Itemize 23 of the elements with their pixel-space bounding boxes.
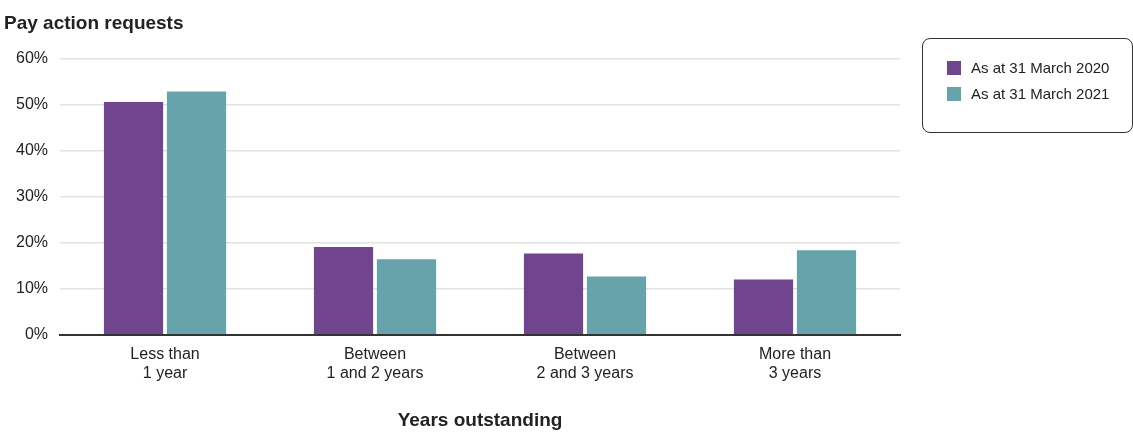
y-tick-label: 60% bbox=[15, 49, 49, 67]
y-tick-label: 50% bbox=[15, 95, 49, 113]
x-tick-label: Less than 1 year bbox=[130, 344, 200, 382]
x-tick-label: Between 1 and 2 years bbox=[326, 344, 424, 382]
bar bbox=[376, 259, 437, 335]
x-tick-label: Between 2 and 3 years bbox=[536, 344, 634, 382]
y-tick-label: 20% bbox=[15, 233, 49, 251]
y-tick-label: 0% bbox=[24, 325, 49, 343]
y-tick-label: 30% bbox=[15, 187, 49, 205]
bar bbox=[166, 91, 227, 335]
bar bbox=[796, 250, 857, 335]
legend-label: As at 31 March 2021 bbox=[971, 85, 1110, 102]
x-axis-title: Years outstanding bbox=[397, 408, 563, 430]
bar bbox=[103, 102, 164, 335]
bar bbox=[523, 253, 584, 335]
chart-title: Pay action requests bbox=[4, 11, 184, 33]
bar bbox=[313, 246, 374, 335]
y-tick-label: 40% bbox=[15, 141, 49, 159]
legend-label: As at 31 March 2020 bbox=[971, 59, 1110, 76]
bar bbox=[586, 276, 647, 335]
x-tick-label: More than 3 years bbox=[758, 344, 832, 382]
y-tick-label: 10% bbox=[15, 279, 49, 297]
bar bbox=[733, 279, 794, 335]
